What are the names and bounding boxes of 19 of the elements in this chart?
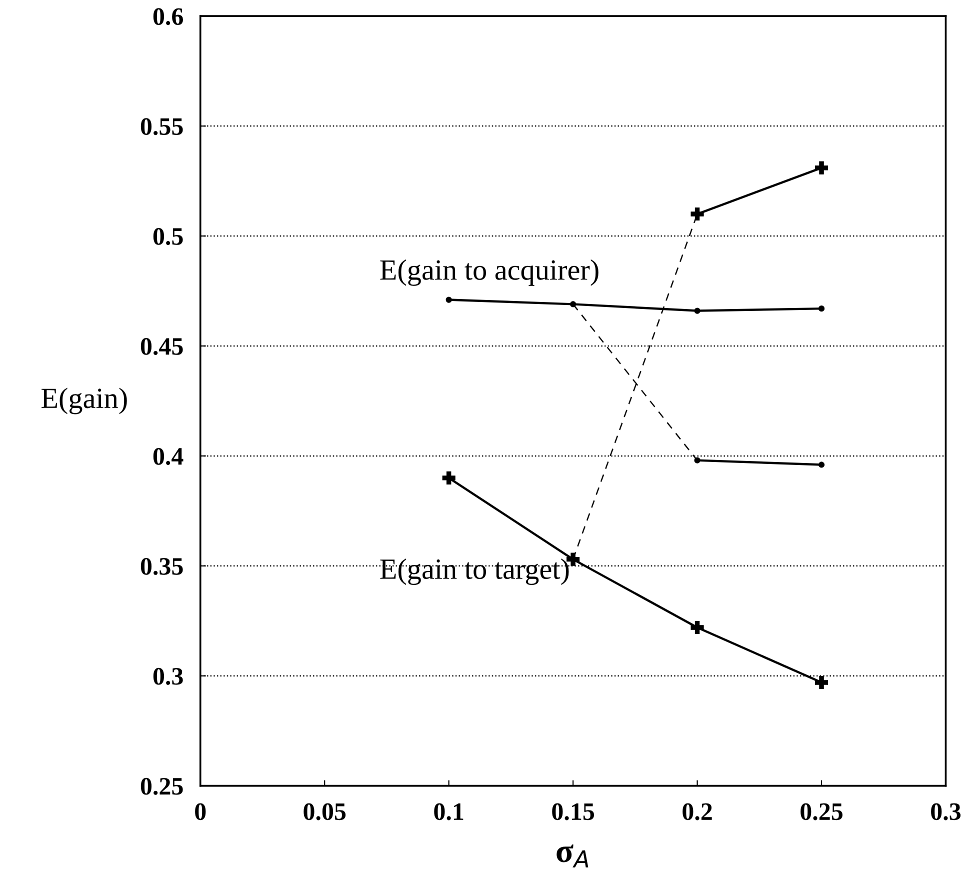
x-tick-label: 0.05 <box>304 803 346 820</box>
x-tick-label: 0 <box>195 803 206 820</box>
y-tick-label: 0.6 <box>153 8 183 26</box>
series-label: E(gain to acquirer) <box>380 259 598 286</box>
y-tick-label: 0.4 <box>153 448 184 465</box>
y-tick-label: 0.55 <box>140 118 183 136</box>
y-tick-label: 0.25 <box>140 778 183 795</box>
x-tick-label: 0.15 <box>552 803 594 820</box>
x-tick-label: 0.25 <box>800 803 842 820</box>
series-label: E(gain to target) <box>380 558 569 586</box>
y-tick-label: 0.3 <box>153 668 183 685</box>
x-tick-label: 0.1 <box>434 803 464 820</box>
x-tick-label: 0.3 <box>931 803 961 820</box>
y-tick-label: 0.5 <box>153 228 183 246</box>
x-tick-label: 0.2 <box>682 803 712 820</box>
y-tick-label: 0.45 <box>140 338 183 356</box>
x-axis-title: σ$_{A}$ <box>556 844 588 868</box>
y-axis-title: E(gain) <box>42 388 127 414</box>
y-tick-label: 0.35 <box>140 558 183 575</box>
